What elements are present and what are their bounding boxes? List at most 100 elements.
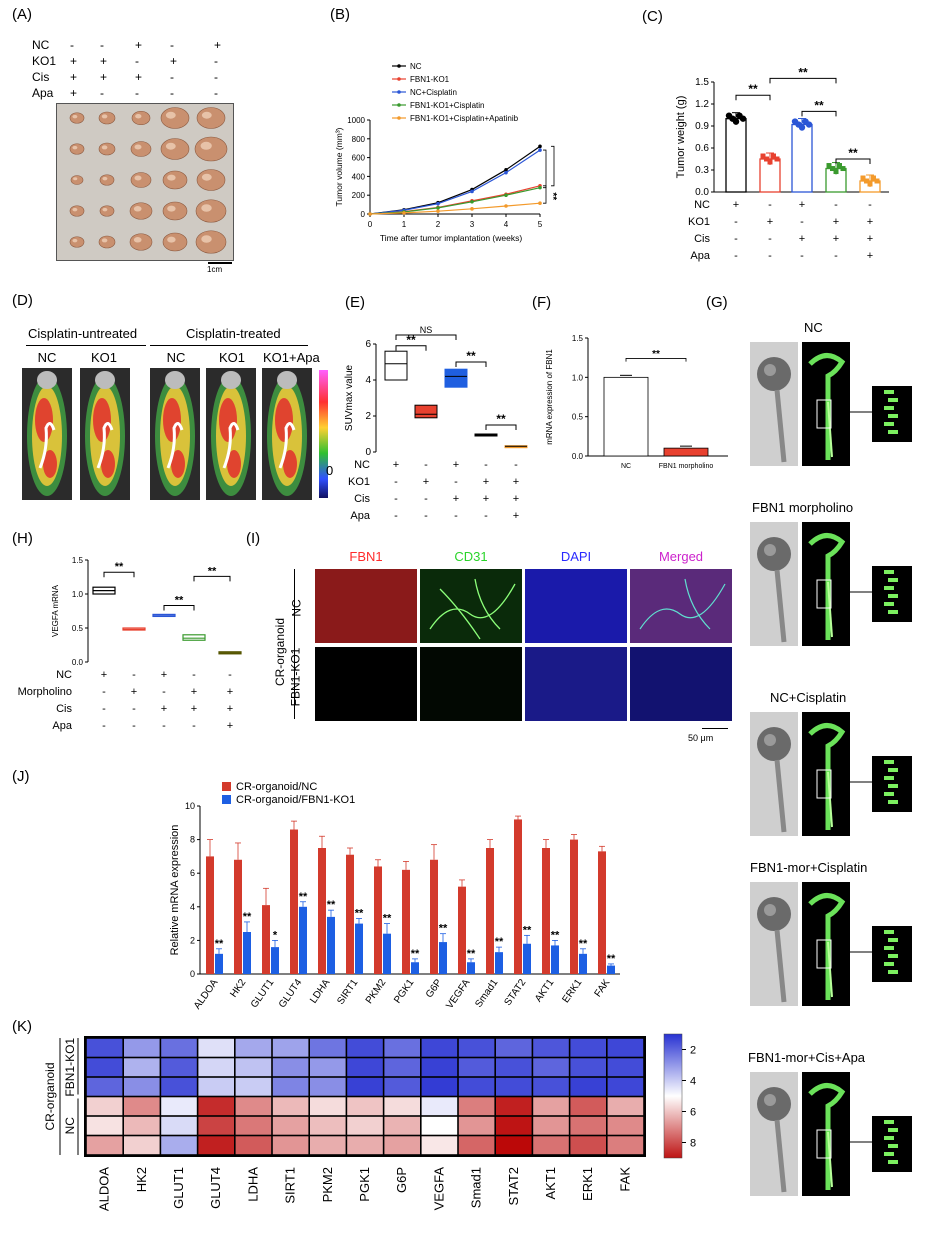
sig-bracket-morcis-apa: [193, 575, 231, 582]
zoom-box: [816, 399, 832, 429]
bar: [206, 856, 214, 974]
data-point: [504, 168, 508, 172]
x-tick-label: ALDOA: [192, 977, 221, 1011]
zebrafish-title: FBN1 morpholino: [752, 500, 854, 515]
panel-label-h: (H): [12, 530, 33, 547]
data-point: [436, 209, 440, 213]
heatmap-column-label: VEGFA: [431, 1167, 446, 1211]
sig-bracket-nc-cis: [395, 334, 457, 340]
panel-h-mark: -: [132, 703, 136, 715]
heatmap-cell: [124, 1038, 160, 1057]
heatmap-cell: [607, 1058, 644, 1077]
panel-e-mark: -: [424, 493, 428, 505]
tumor-highlight: [134, 175, 142, 181]
panel-c-mark: +: [833, 233, 839, 245]
heatmap-cell: [272, 1116, 309, 1135]
pet-signal-high: [283, 450, 297, 478]
data-point: [436, 206, 440, 210]
tumor-highlight: [167, 236, 176, 243]
pet-hotspot: [38, 422, 56, 469]
y-tick-label: 0.0: [72, 658, 84, 667]
y-axis-label: SUVmax value: [344, 364, 355, 431]
panel-label-d: (D): [12, 292, 33, 309]
suvmax-box-chart: 0 2 4 6 SUVmax value NS ** ** ** NC + - + - - KO1 - + - + + C…: [344, 325, 528, 522]
heatmap-cell: [607, 1038, 644, 1057]
panel-c-mark: -: [734, 216, 738, 228]
y-axis-label: Relative mRNA expression: [169, 825, 181, 956]
data-point: [504, 204, 508, 208]
x-tick-label: G6P: [424, 977, 445, 1000]
panel-a-mark: -: [70, 38, 74, 52]
pet-scan-images: [22, 368, 328, 500]
tumor-highlight: [101, 145, 108, 150]
panel-a-mark: +: [100, 54, 108, 68]
panel-a-mark: +: [70, 70, 78, 84]
panel-h-row-label: Apa: [52, 720, 72, 732]
heatmap-cell: [496, 1136, 532, 1155]
panel-e-row-label: KO1: [348, 476, 370, 488]
y-tick-label: 1.5: [572, 334, 584, 343]
data-point: [538, 201, 542, 205]
heatmap-column-label: SIRT1: [283, 1167, 298, 1204]
zoom-vessel-segment: [888, 578, 898, 582]
data-point: [470, 199, 474, 204]
panel-e-mark: +: [483, 476, 489, 488]
heatmap-cell: [86, 1097, 123, 1116]
y-tick-label: 0.0: [572, 452, 584, 461]
tumor-sample: [160, 138, 190, 160]
sig-stars: **: [798, 65, 808, 79]
tumor-highlight: [102, 176, 108, 181]
tumor-sample: [99, 205, 115, 217]
heatmap-cell: [235, 1058, 272, 1077]
zebrafish-image: [750, 712, 912, 836]
data-point: [860, 175, 866, 181]
pet-signal-high: [93, 398, 111, 442]
bar: [486, 848, 494, 974]
y-tick-label: 4: [365, 375, 371, 386]
tumor-sample: [130, 141, 152, 157]
row-label-ko1: FBN1-KO1: [288, 647, 303, 707]
heatmap-cell: [347, 1136, 383, 1155]
panel-h-mark: +: [227, 720, 233, 732]
bar: [402, 869, 410, 974]
bar: [346, 854, 354, 974]
bar: [603, 376, 649, 457]
x-axis-label: Time after tumor implantation (weeks): [380, 233, 523, 243]
zoom-vessel-segment: [888, 938, 898, 942]
bar: [374, 866, 382, 974]
panel-c-mark: -: [734, 233, 738, 245]
heatmap-cell: [421, 1058, 458, 1077]
sig-stars: **: [243, 911, 252, 923]
heatmap-cell: [533, 1097, 569, 1116]
data-point: [504, 193, 508, 197]
data-point: [470, 207, 474, 211]
heatmap-cell: [86, 1077, 123, 1096]
colorbar-tick-label: 2: [690, 1045, 696, 1057]
scale-bar-a-label: 1cm: [207, 265, 223, 274]
tumor-highlight: [101, 238, 108, 243]
heatmap-column-label: GLUT1: [171, 1167, 186, 1209]
x-tick-label: 3: [470, 220, 475, 229]
panel-a-row-label: NC: [32, 38, 50, 52]
panel-c-row-label: KO1: [688, 216, 710, 228]
bar: [542, 848, 550, 974]
panel-c-mark: +: [799, 233, 805, 245]
microscopy-image: [420, 569, 522, 643]
heatmap-cell: [124, 1136, 160, 1155]
box: [182, 634, 206, 641]
bar: [579, 953, 587, 974]
scale-bar-i: [702, 728, 728, 729]
tumor-highlight: [201, 235, 212, 243]
panel-label-e: (E): [345, 294, 365, 311]
heatmap-row-label-ko1: FBN1-KO1: [63, 1038, 77, 1097]
data-point: [830, 166, 835, 172]
series-line: [369, 187, 541, 215]
tumor-sample: [162, 232, 188, 252]
bar: [495, 952, 503, 974]
data-point: [871, 175, 876, 181]
heatmap-cell: [533, 1038, 569, 1057]
heatmap-cell: [161, 1058, 197, 1077]
heatmap-cell: [533, 1116, 569, 1135]
panel-e-mark: -: [484, 510, 488, 522]
heatmap-column-label: GLUT4: [208, 1167, 223, 1209]
